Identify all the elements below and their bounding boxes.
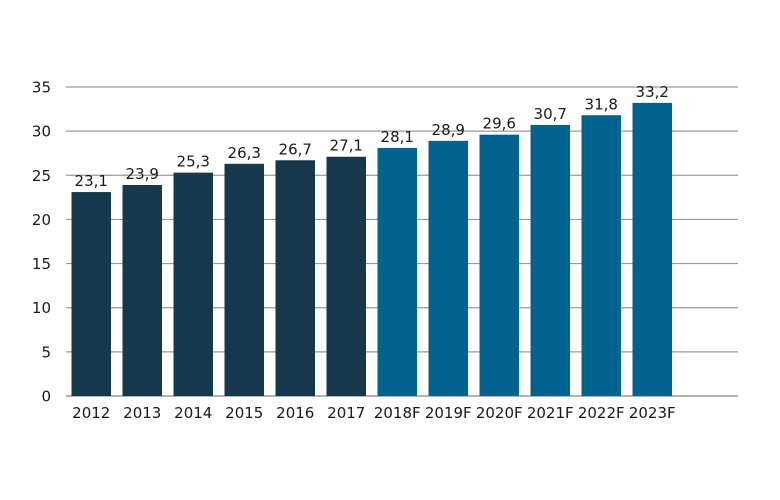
data-label-2014: 25,3	[177, 153, 210, 171]
y-tick-label: 10	[32, 299, 51, 317]
bar-2023f	[632, 102, 672, 397]
y-tick-label: 25	[32, 167, 51, 185]
bar-2022f	[581, 115, 621, 396]
bar-2021f	[530, 124, 570, 396]
y-tick-label: 5	[41, 343, 51, 361]
bar-2015	[224, 163, 264, 396]
x-tick-label: 2014	[174, 404, 212, 422]
x-tick-label: 2015	[225, 404, 263, 422]
x-tick-label: 2016	[276, 404, 314, 422]
bar-2016	[275, 160, 315, 396]
x-tick-label: 2017	[327, 404, 365, 422]
bar-2013	[122, 184, 162, 396]
y-tick-label: 30	[32, 123, 51, 141]
data-label-2013: 23,9	[126, 165, 159, 183]
y-tick-label: 0	[41, 388, 51, 406]
y-tick-label: 35	[32, 79, 51, 97]
data-label-2019f: 28,9	[432, 121, 465, 139]
data-label-2012: 23,1	[75, 172, 108, 190]
data-label-2016: 26,7	[279, 140, 312, 158]
bar-2018f	[377, 147, 417, 396]
y-tick-label: 20	[32, 211, 51, 229]
x-tick-label: 2021F	[527, 404, 574, 422]
y-tick-label: 15	[32, 255, 51, 273]
data-label-2018f: 28,1	[381, 128, 414, 146]
data-label-2022f: 31,8	[585, 95, 618, 113]
x-tick-label: 2018F	[374, 404, 421, 422]
data-label-2020f: 29,6	[483, 115, 516, 133]
bar-2020f	[479, 134, 519, 396]
bar-2017	[326, 156, 366, 396]
bar-2012	[71, 192, 111, 396]
data-label-2015: 26,3	[228, 144, 261, 162]
x-tick-label: 2022F	[578, 404, 625, 422]
data-label-2021f: 30,7	[534, 105, 567, 123]
bars	[71, 102, 672, 397]
data-label-2023f: 33,2	[636, 83, 669, 101]
y-axis-ticks: 0 5 10 15 20 25 30 35	[32, 79, 51, 406]
x-tick-label: 2012	[72, 404, 110, 422]
x-tick-label: 2019F	[425, 404, 472, 422]
x-axis-ticks: 2012 2013 2014 2015 2016 2017 2018F 2019F 2020F 2…	[72, 404, 676, 422]
x-tick-label: 2013	[123, 404, 161, 422]
data-labels: 23,1 23,9 25,3 26,3 26,7 27,1 28,1 28,9 29,6 30,7…	[75, 83, 669, 190]
x-tick-label: 2023F	[629, 404, 676, 422]
bar-2014	[173, 172, 213, 396]
x-tick-label: 2020F	[476, 404, 523, 422]
bar-2019f	[428, 140, 468, 396]
data-label-2017: 27,1	[330, 137, 363, 155]
